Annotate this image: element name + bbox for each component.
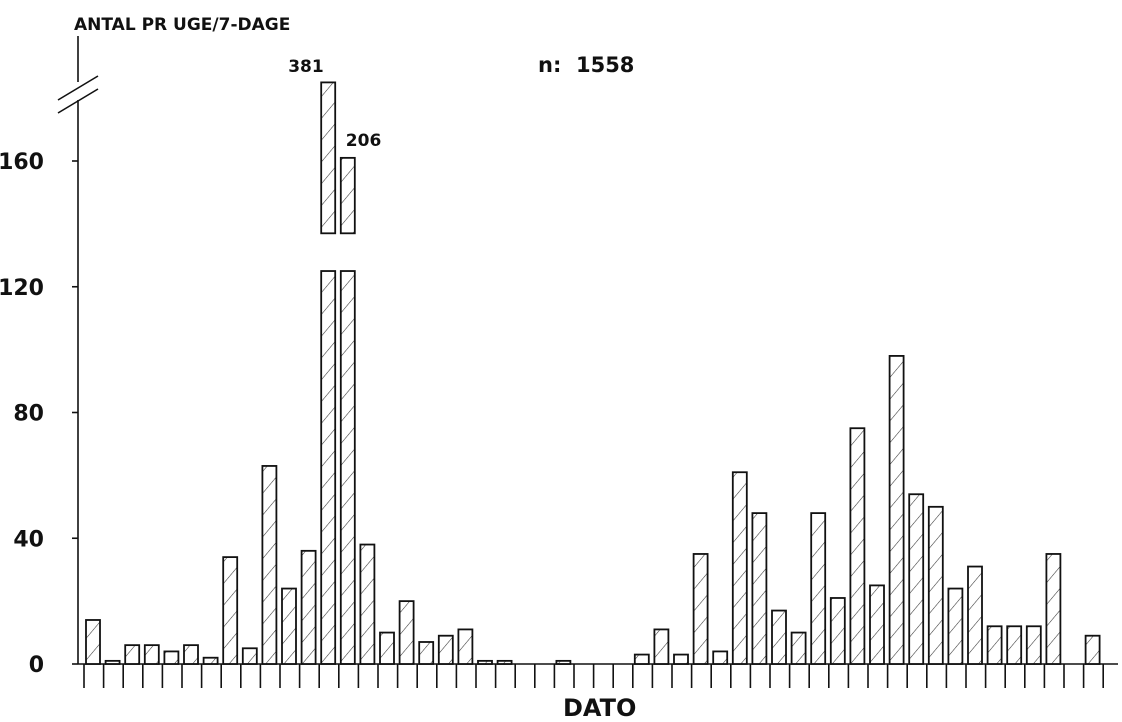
y-tick-label: 0: [29, 653, 44, 678]
bar: [85, 619, 101, 665]
bar: [183, 644, 199, 665]
bar: [1084, 634, 1101, 665]
bar: [379, 631, 395, 665]
bar: [986, 625, 1003, 665]
bar: [829, 597, 846, 665]
axis-break-mark-2: [57, 88, 99, 114]
bar: [869, 584, 885, 665]
bar-value-label: 206: [346, 131, 382, 151]
bar: [1025, 625, 1042, 665]
bar: [124, 644, 141, 665]
y-axis-title: ANTAL PR UGE/7-DAGE: [74, 15, 290, 35]
bar: [163, 650, 180, 665]
bar: [555, 659, 572, 665]
bar: [222, 556, 239, 665]
bar: [751, 512, 768, 665]
y-tick-label: 40: [13, 527, 44, 552]
bar: [673, 653, 689, 665]
x-axis-title: DATO: [563, 694, 636, 722]
bar: [771, 609, 787, 665]
bar: [398, 600, 415, 665]
bar: [359, 543, 376, 665]
bar: [320, 81, 337, 665]
bar: [300, 549, 317, 665]
y-tick-label: 120: [0, 276, 44, 301]
bar: [418, 641, 435, 665]
bar: [731, 471, 748, 665]
n-annotation: n: 1558: [538, 53, 634, 77]
bar: [496, 659, 513, 665]
bar: [1045, 553, 1062, 665]
bar: [810, 512, 827, 665]
bar: [653, 628, 670, 665]
axis-break-mark-1: [57, 75, 99, 101]
bar: [790, 631, 807, 665]
bar: [888, 355, 905, 665]
bar: [477, 659, 493, 665]
bar: [692, 553, 709, 665]
bar-value-label: 381: [288, 57, 324, 77]
bar: [712, 650, 729, 665]
bar: [633, 653, 650, 665]
bar: [281, 587, 297, 665]
bar: [947, 587, 964, 665]
y-tick-label: 160: [0, 150, 44, 175]
bar: [437, 634, 454, 665]
bar: [1006, 625, 1023, 665]
bar: [261, 465, 278, 665]
bar: [143, 644, 160, 665]
bar: [849, 427, 866, 665]
bar: [339, 156, 356, 665]
bar: [927, 505, 944, 665]
bar: [241, 647, 258, 665]
bar: [908, 493, 925, 665]
bar: [202, 656, 219, 665]
bar: [967, 565, 983, 665]
bar: [457, 628, 474, 665]
bar: [104, 659, 121, 665]
y-tick-label: 80: [13, 402, 44, 427]
